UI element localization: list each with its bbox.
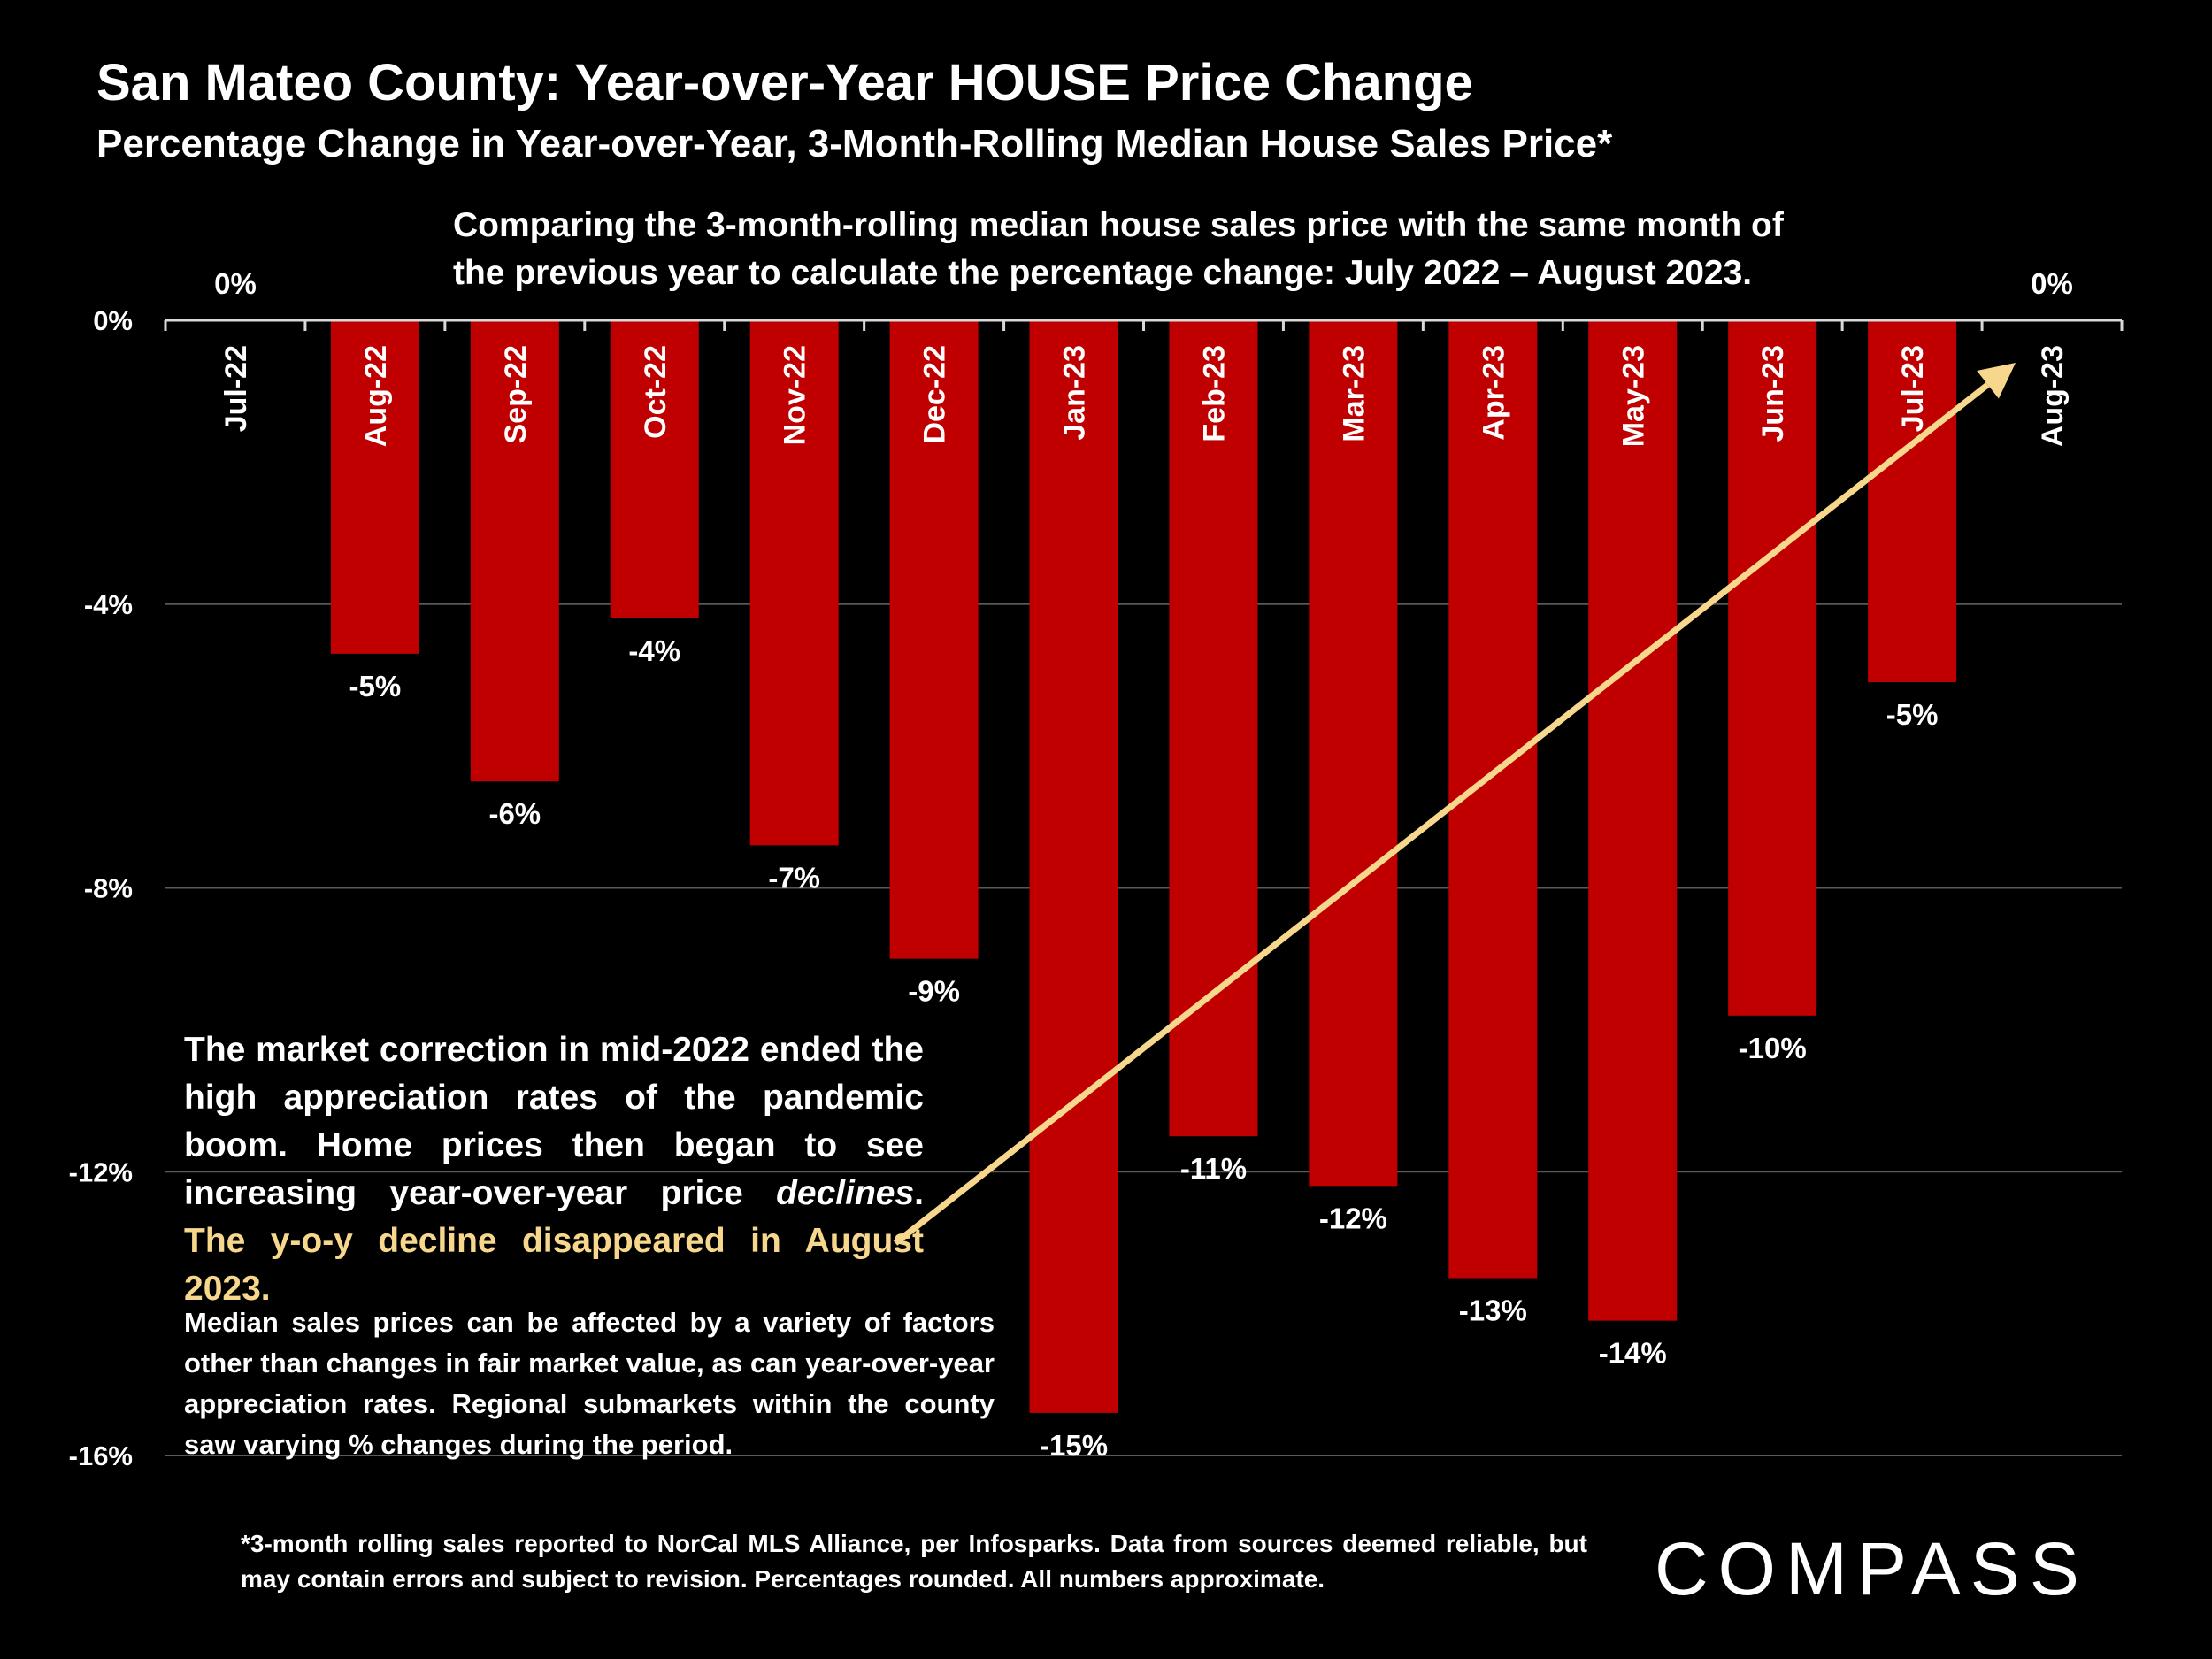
data-label: -13% (1459, 1294, 1527, 1327)
bar (1588, 320, 1678, 1321)
bar (330, 320, 419, 654)
bar (1868, 320, 1957, 682)
y-tick-label: -4% (84, 589, 133, 620)
data-label: -5% (1886, 698, 1939, 731)
category-label: Mar-23 (1337, 345, 1371, 442)
chart-title: San Mateo County: Year-over-Year HOUSE P… (96, 54, 1473, 111)
market-correction-note: The market correction in mid-2022 ended … (184, 1026, 924, 1313)
data-label: -14% (1599, 1337, 1667, 1370)
data-label: -11% (1180, 1152, 1247, 1185)
compass-logo: COMPASS (1655, 1527, 2089, 1610)
data-label: 0% (214, 267, 257, 300)
data-label: -15% (1040, 1429, 1108, 1462)
bar (889, 320, 979, 959)
chart-subtitle: Percentage Change in Year-over-Year, 3-M… (96, 122, 1613, 165)
data-label: 0% (2031, 267, 2073, 300)
median-price-disclaimer: Median sales prices can be affected by a… (184, 1307, 995, 1460)
category-label: Apr-23 (1477, 345, 1510, 441)
note-text-part2: . (914, 1174, 924, 1212)
y-tick-label: -12% (69, 1156, 133, 1187)
data-label: -9% (908, 975, 960, 1008)
category-label: Oct-22 (639, 345, 672, 439)
data-label: -7% (768, 861, 820, 894)
annotation-arrow-head (1977, 363, 2016, 399)
category-label: Jun-23 (1756, 345, 1790, 442)
bar (470, 320, 559, 782)
bar (1169, 320, 1258, 1137)
category-label: Sep-22 (499, 345, 533, 444)
data-label: -12% (1319, 1202, 1387, 1234)
note-highlight: The y-o-y decline disappeared in August … (184, 1222, 924, 1308)
data-label: -5% (349, 670, 402, 703)
y-tick-label: 0% (93, 305, 133, 336)
category-label: Jul-22 (219, 345, 253, 432)
note-emphasis: declines (776, 1174, 915, 1212)
category-label: Nov-22 (779, 345, 812, 445)
annotation-arrow-line (893, 381, 1990, 1246)
category-label: Dec-22 (918, 345, 952, 444)
category-label: Jul-23 (1896, 345, 1930, 432)
category-label: Aug-22 (359, 345, 393, 447)
category-label: Feb-23 (1197, 345, 1231, 442)
data-label: -4% (628, 634, 680, 667)
category-label: May-23 (1617, 345, 1650, 447)
note-text-part1: The market correction in mid-2022 ended … (184, 1031, 924, 1212)
bar (1728, 320, 1817, 1016)
bar (749, 320, 839, 846)
y-tick-label: -8% (84, 873, 133, 904)
bar (1029, 320, 1118, 1413)
category-label: Aug-23 (2036, 345, 2070, 447)
data-label: -6% (488, 797, 541, 830)
bar (610, 320, 699, 618)
category-label: Jan-23 (1058, 345, 1092, 441)
y-tick-label: -16% (69, 1440, 133, 1471)
bar (1309, 320, 1398, 1187)
source-footnote: *3-month rolling sales reported to NorCa… (241, 1530, 1587, 1593)
data-label: -10% (1739, 1032, 1807, 1064)
comparison-note: Comparing the 3-month-rolling median hou… (453, 206, 1784, 292)
